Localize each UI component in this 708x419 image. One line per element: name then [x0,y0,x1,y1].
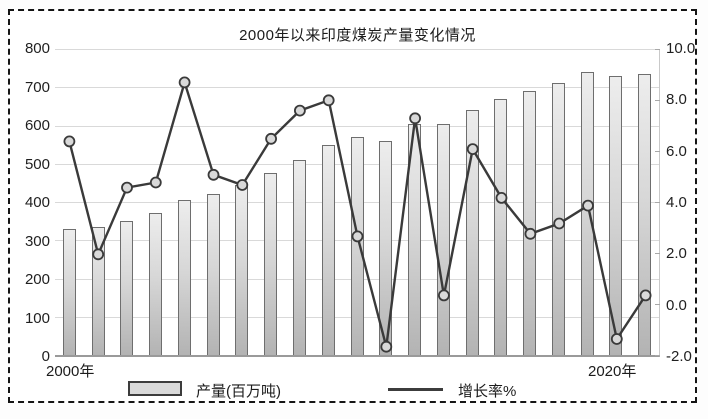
bar-2015 [494,98,508,355]
bar-2003 [149,213,163,355]
growth-point-2016 [524,227,537,240]
left-axis-tick-200: 200 [24,271,50,288]
right-axis-tick-0.0: 0.0 [666,296,687,314]
growth-point-2018 [582,199,594,212]
left-axis-tick-0: 0 [41,348,50,365]
growth-point-2020 [639,289,652,302]
plot-area [55,49,660,357]
right-axis-tick-2.0: 2.0 [666,245,687,263]
growth-line-path [68,78,647,348]
left-axis-tick-400: 400 [24,194,50,211]
right-axis-tick-8.0: 8.0 [666,91,687,109]
left-axis-tick-800: 800 [24,40,50,57]
bar-2009 [321,144,335,355]
growth-point-2015 [495,191,508,204]
right-axis-tickmark-6.0 [655,151,660,152]
right-axis-tick-10.0: 10.0 [666,40,696,57]
growth-point-2000 [63,135,76,148]
bar-2008 [292,159,306,355]
legend-growth-line-swatch [388,388,443,391]
right-axis-tick--2.0: -2.0 [666,348,692,365]
bar-2020 [638,73,652,355]
bar-2010 [350,136,364,355]
x-axis-label-first: 2000年 [46,363,95,380]
left-axis-tick-500: 500 [24,155,50,173]
growth-point-2007 [265,132,278,145]
legend-growth-label: 增长率% [458,383,517,400]
bar-2007 [264,173,278,355]
bar-2019 [609,75,623,355]
growth-point-2008 [293,104,306,117]
growth-point-2019 [610,333,623,345]
right-axis-tickmark--2.0 [655,355,660,356]
x-axis-label-last: 2020年 [588,363,637,380]
growth-point-2014 [466,143,479,155]
gridline-600 [55,125,659,127]
left-axis-tick-700: 700 [24,78,50,96]
right-axis-tickmark-2.0 [655,253,660,254]
gridline-800 [55,49,659,50]
right-axis: 10.0 8.0 6.0 4.0 2.0 0.0 -2.0 [666,40,706,365]
growth-point-2012 [409,112,422,125]
bar-2005 [206,194,220,355]
growth-point-2006 [236,179,249,191]
left-axis-tick-100: 100 [24,309,50,327]
bar-2016 [523,91,537,355]
bar-2004 [177,200,191,355]
chart-title: 2000年以来印度煤炭产量变化情况 [239,27,476,44]
growth-point-2011 [380,340,393,353]
bar-2002 [120,221,134,355]
growth-point-2010 [351,230,364,243]
left-axis-tick-600: 600 [24,117,50,134]
growth-point-2017 [553,217,566,230]
growth-rate-line [63,76,652,353]
gridline-700 [55,87,659,89]
growth-point-2009 [322,94,335,107]
right-axis-tickmark-8.0 [655,100,660,101]
left-axis-tick-300: 300 [24,232,50,250]
legend-production-label: 产量(百万吨) [196,383,281,400]
bar-2000 [62,228,76,355]
right-axis-tickmark-10.0 [655,49,660,50]
right-axis-tickmark-0.0 [655,304,660,305]
growth-point-2005 [207,168,220,181]
growth-point-2013 [437,289,450,302]
growth-point-2003 [149,176,162,189]
right-axis-tickmark-4.0 [655,202,660,203]
left-axis: 800 700 600 500 400 300 200 100 0 [18,40,50,365]
growth-point-2001 [92,248,105,261]
legend-production-swatch [128,381,182,396]
growth-point-2002 [121,181,133,194]
legend: 产量(百万吨) 增长率% [0,379,708,400]
growth-point-2004 [178,76,191,89]
right-axis-tick-6.0: 6.0 [666,142,687,160]
right-axis-tick-4.0: 4.0 [666,194,687,211]
bar-2018 [580,71,594,355]
bar-2011 [379,140,393,355]
